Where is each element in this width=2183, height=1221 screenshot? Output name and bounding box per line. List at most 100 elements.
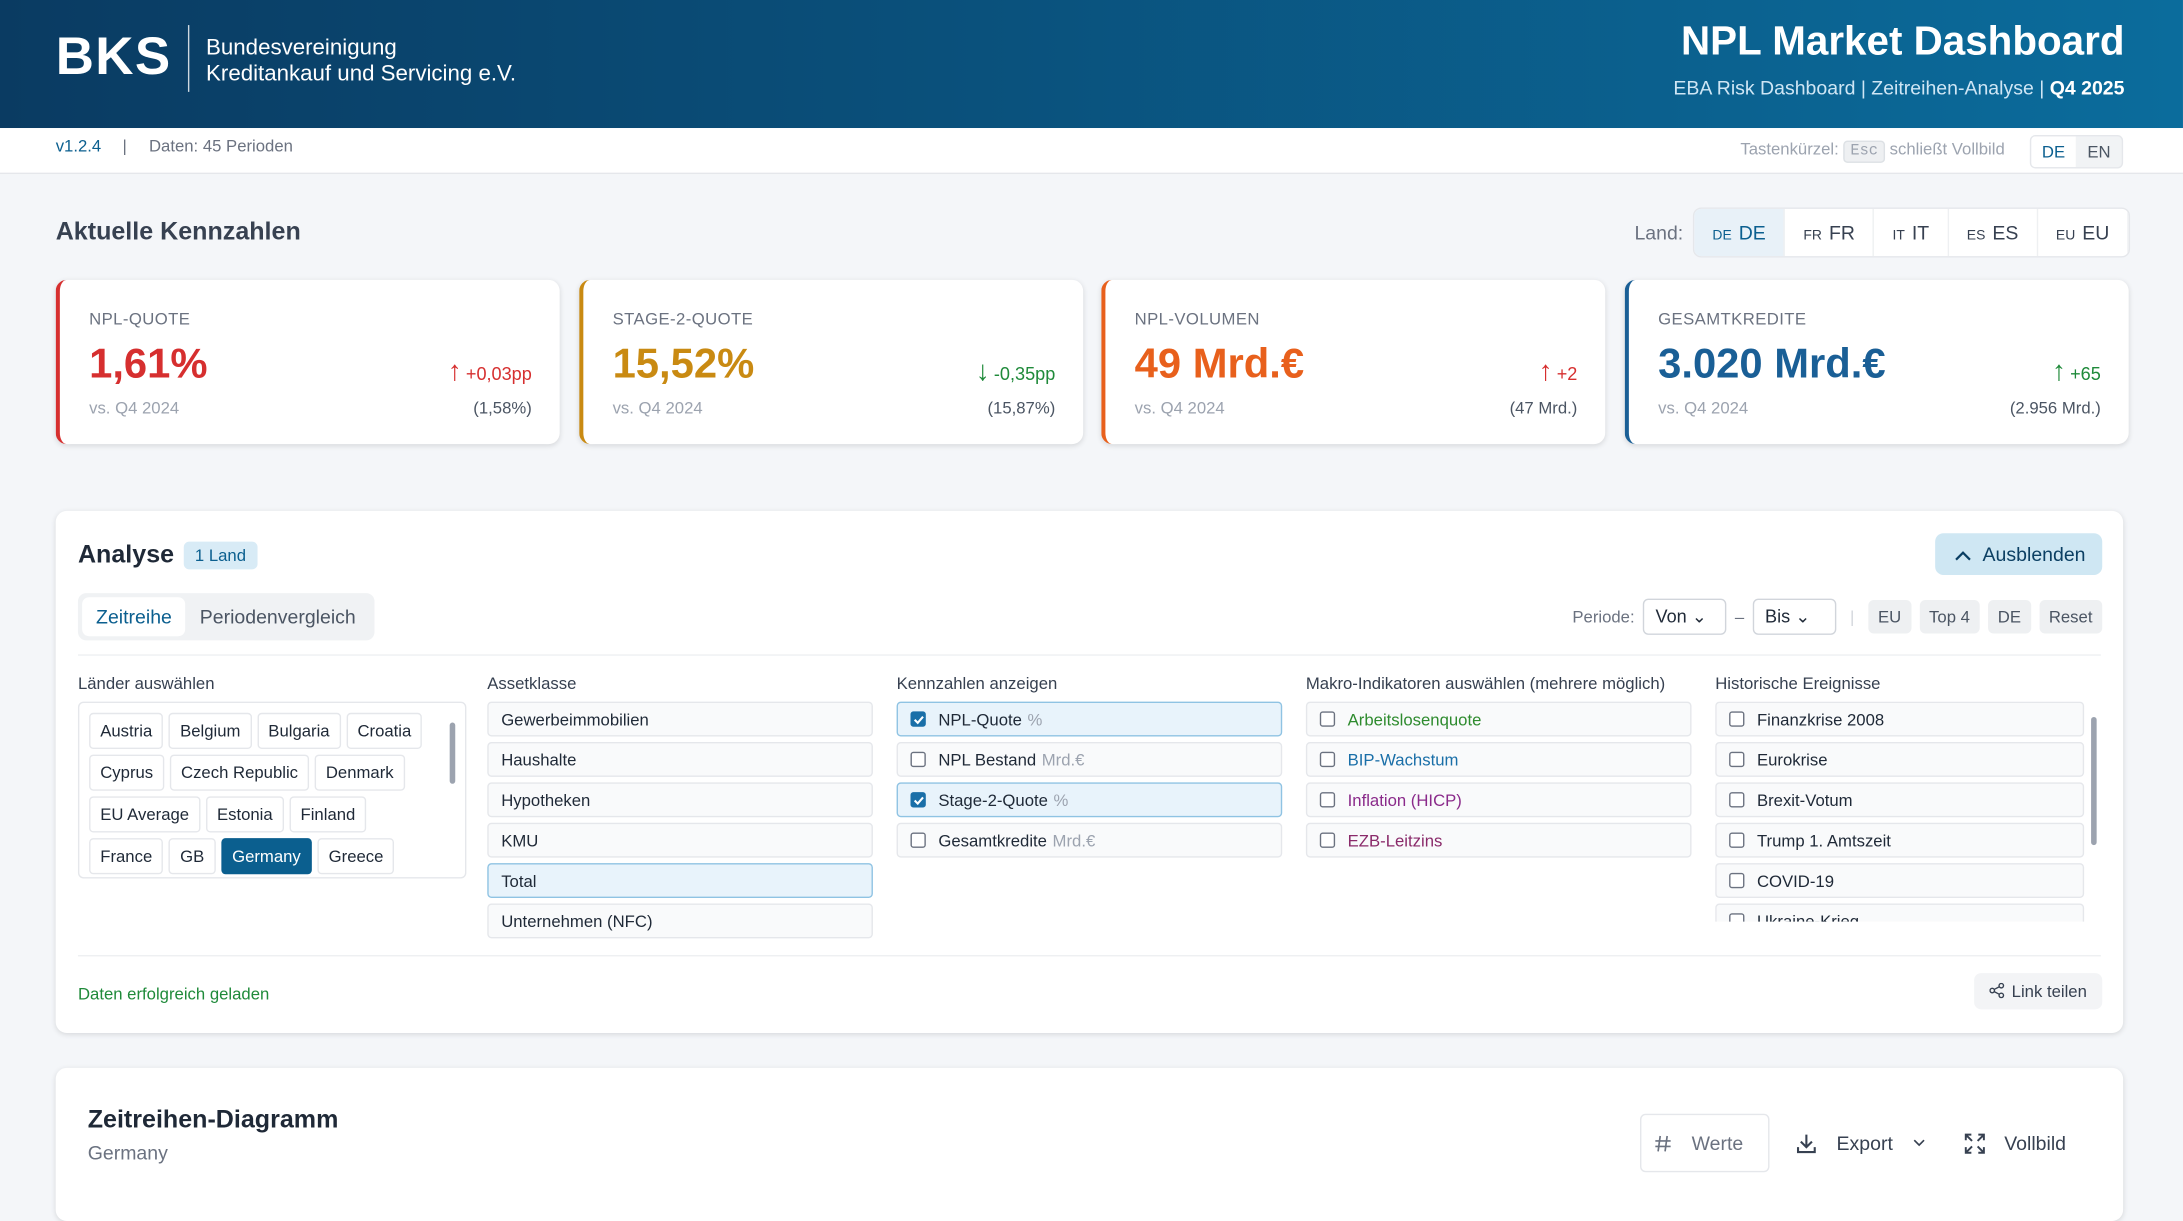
country-chip[interactable]: Bulgaria [257,712,341,750]
presets: EU Top 4 DE Reset [1868,600,2103,634]
dash: – [1734,606,1745,627]
metric-option[interactable]: Gesamtkredite Mrd.€ [896,822,1283,858]
event-option[interactable]: Finanzkrise 2008 [1715,701,2085,737]
country-chip[interactable]: Austria [89,712,164,750]
kpi-card: GESAMTKREDITE 3.020 Mrd.€ ↑ +65 vs. Q4 2024 (… [1624,279,2129,445]
checkbox[interactable] [910,711,926,727]
change-value: +2 [1556,363,1578,385]
change-arrow: ↑ [447,356,462,388]
change-value: -0,35pp [993,363,1056,385]
checkbox[interactable] [1729,792,1745,808]
event-name: Trump 1. Amtszeit [1756,830,1891,850]
shortcut-hint: Tastenkürzel: Esc schließt Vollbild [1740,139,2005,163]
country-switch: DE DE FR FR IT IT ES ES EU EU [1692,207,2131,258]
kpi-previous: (2.956 Mrd.) [2009,398,2101,418]
panel-subtitle: Germany [87,1141,168,1164]
country-chip[interactable]: Denmark [314,754,405,791]
chart-panel: Zeitreihen-Diagramm Germany Werte Export V… [55,1067,2124,1221]
kpi-compare: vs. Q4 2024 [1134,398,1225,418]
from-select[interactable]: Von ⌄ [1642,598,1727,635]
country-chip[interactable]: Finland [289,796,367,833]
metric-name: NPL Bestand [938,749,1037,770]
chevron-icon [1913,1139,1925,1147]
macro-option[interactable]: Inflation (HICP) [1305,782,1692,818]
hide-button[interactable]: Ausblenden [1935,533,2103,575]
language-option[interactable]: EN [2087,142,2111,162]
button-label: Ausblenden [1982,542,2086,566]
events: Finanzkrise 2008 Eurokrise Brexit-Votum Tru… [1715,701,2085,922]
country-option[interactable]: ES ES [1949,208,2038,257]
asset-option[interactable]: KMU [487,822,873,858]
country-chip[interactable]: Cyprus [89,754,165,791]
metric-unit: % [1027,709,1043,729]
metric-option[interactable]: Stage-2-Quote% [896,782,1283,818]
metric-unit: % [1053,790,1069,810]
country-chip[interactable]: Greece [317,838,395,875]
metric-option[interactable]: NPL Bestand Mrd.€ [896,742,1283,777]
checkbox[interactable] [910,751,926,768]
country-chip[interactable]: Czech Republic [169,754,310,791]
preset-button[interactable]: Reset [2039,600,2103,634]
country-option[interactable]: FR FR [1785,208,1875,257]
country-chip[interactable]: EU Average [89,796,201,833]
preset-button[interactable]: Top 4 [1919,600,1980,634]
change-arrow: ↓ [975,356,990,388]
macro-name: Arbeitslosenquote [1347,709,1482,729]
country-option[interactable]: EU EU [2038,208,2129,257]
event-option[interactable]: Eurokrise [1715,742,2085,777]
asset-option[interactable]: Total [487,863,873,898]
country-option[interactable]: DE DE [1694,208,1786,257]
country-chip[interactable]: France [89,838,164,875]
kpi-value: 49 Mrd.€ [1134,341,1305,388]
event-option[interactable]: COVID-19 [1715,863,2085,898]
asset-option[interactable]: Hypotheken [487,782,873,818]
share-button[interactable]: Link teilen [1974,973,2103,1010]
chart-button[interactable]: Werte [1640,1113,1770,1173]
checkbox[interactable] [1319,751,1336,768]
metric-option[interactable]: NPL-Quote% [896,701,1283,737]
checkbox[interactable] [1319,711,1336,727]
country-chip[interactable]: Germany [220,838,312,875]
country-chip[interactable]: Estonia [205,796,284,833]
scrollbar [449,722,456,784]
country-chip[interactable]: GB [168,838,216,875]
country-option[interactable]: IT IT [1874,208,1949,257]
preset-button[interactable]: EU [1868,600,1911,634]
period: Q4 2025 [2049,76,2125,99]
checkbox[interactable] [1729,872,1745,889]
checkbox[interactable] [910,792,926,808]
event-option[interactable]: Ukraine-Krieg [1715,903,2085,922]
tab[interactable]: Zeitreihe [82,597,186,637]
macro-option[interactable]: Arbeitslosenquote [1305,701,1692,737]
checkbox[interactable] [1319,832,1336,848]
checkbox[interactable] [910,832,926,848]
macro-option[interactable]: EZB-Leitzins [1305,822,1692,858]
metric-unit: Mrd.€ [1052,830,1096,850]
asset-option[interactable]: Unternehmen (NFC) [487,903,873,939]
chart-button[interactable]: Vollbild [1951,1115,2091,1171]
asset-option[interactable]: Gewerbeimmobilien [487,701,873,737]
asset-option[interactable]: Haushalte [487,742,873,777]
country-chip[interactable]: Belgium [168,712,252,750]
checkbox[interactable] [1729,832,1745,848]
metric-name: Gesamtkredite [938,830,1047,850]
metric-list: NPL-Quote% NPL Bestand Mrd.€ Stage-2-Quote%… [896,701,1283,858]
checkbox[interactable] [1729,913,1745,922]
tab[interactable]: Periodenvergleich [199,605,356,628]
checkbox[interactable] [1729,751,1745,768]
to-select[interactable]: Bis ⌄ [1752,598,1837,635]
event-name: Eurokrise [1756,749,1828,770]
country-chip[interactable]: Croatia [346,712,423,750]
language-option[interactable]: DE [2030,136,2077,168]
kpi-previous: (15,87%) [987,398,1056,418]
macro-option[interactable]: BIP-Wachstum [1305,742,1692,777]
checkbox[interactable] [1319,792,1336,808]
org-name: Bundesvereinigung Kreditankauf und Servic… [206,35,516,88]
section-title: Aktuelle Kennzahlen [55,217,301,246]
event-option[interactable]: Trump 1. Amtszeit [1715,822,2085,858]
event-option[interactable]: Brexit-Votum [1715,782,2085,818]
checkbox[interactable] [1729,711,1745,727]
chart-button[interactable]: Export [1784,1115,1938,1171]
kpi-label: NPL-VOLUMEN [1134,309,1260,329]
preset-button[interactable]: DE [1988,600,2031,634]
